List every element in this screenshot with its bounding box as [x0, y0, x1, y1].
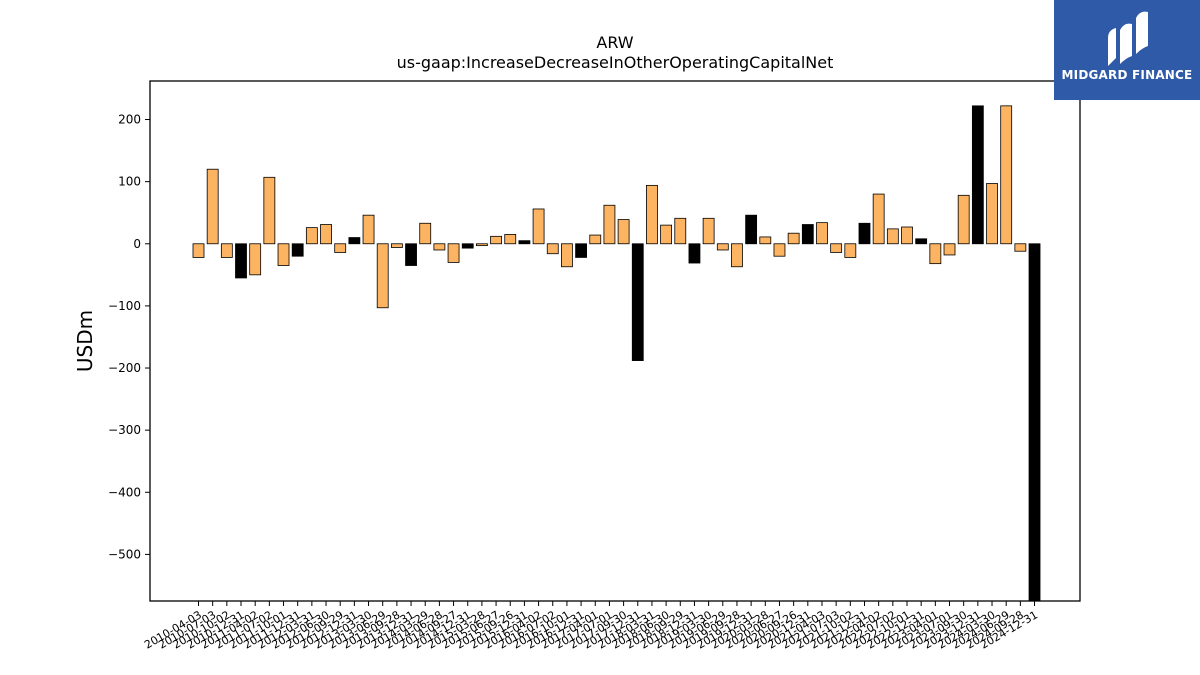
bar-2020-09-26	[787, 232, 800, 245]
bar-2019-06-29	[716, 243, 729, 251]
bar-2015-06-27	[490, 235, 502, 245]
bar-2010-10-02	[220, 243, 233, 258]
bar-2015-12-31	[518, 240, 531, 245]
bar-2014-06-28	[433, 243, 446, 251]
y-tick-label: −200	[108, 361, 141, 375]
x-axis: 2010-04-032010-07-032010-10-022010-12-31…	[142, 601, 1040, 652]
bar-2014-03-29	[419, 222, 432, 245]
y-tick-label: −500	[108, 547, 141, 561]
bar-2012-03-31	[305, 227, 318, 245]
bar-2022-12-31	[915, 238, 928, 245]
bar-2018-12-31	[688, 243, 701, 264]
y-tick-label: 100	[118, 175, 141, 189]
bar-2021-10-02	[844, 243, 857, 258]
y-tick-label: 0	[133, 237, 141, 251]
bar-2023-04-01	[929, 243, 942, 265]
bar-2010-07-03	[206, 168, 219, 245]
bar-2018-06-30	[660, 224, 673, 245]
midgard-logo-icon	[1108, 11, 1148, 66]
bar-2010-04-03	[192, 243, 205, 258]
bar-2024-09-28	[1014, 243, 1027, 252]
bar-2012-06-30	[320, 224, 332, 245]
y-tick-label: −400	[108, 485, 141, 499]
bar-2023-12-31	[971, 105, 984, 245]
bar-2016-07-02	[546, 243, 559, 255]
bar-2013-09-28	[390, 243, 403, 248]
bar-2018-03-31	[646, 184, 658, 245]
chart-subtitle: us-gaap:IncreaseDecreaseInOtherOperating…	[397, 53, 834, 72]
bar-2015-03-28	[475, 243, 488, 247]
midgard-finance-logo: MIDGARD FINANCE	[1054, 0, 1200, 100]
bar-2012-12-31	[348, 237, 361, 245]
bar-2016-04-02	[532, 208, 545, 245]
bar-2014-12-31	[461, 243, 474, 249]
bar-2019-12-31	[745, 214, 758, 245]
bar-2016-10-01	[561, 243, 573, 268]
bar-2017-12-31	[631, 243, 644, 361]
bar-2019-09-28	[731, 243, 743, 268]
bar-2021-12-31	[858, 222, 871, 245]
bar-2024-03-30	[986, 183, 998, 245]
bar-2011-10-01	[277, 243, 290, 266]
bar-2012-09-29	[334, 243, 347, 253]
bar-2022-04-02	[872, 193, 885, 245]
bar-2017-04-01	[589, 234, 602, 245]
bar-2011-04-02	[249, 243, 262, 276]
bar-2010-12-31	[235, 243, 247, 279]
bar-2020-12-31	[801, 224, 814, 245]
bar-2018-09-29	[674, 217, 687, 245]
chart-title: ARW	[596, 33, 633, 52]
y-tick-label: −100	[108, 299, 141, 313]
bar-2011-12-31	[291, 243, 304, 257]
logo-text: MIDGARD FINANCE	[1061, 68, 1193, 82]
bar-2015-09-26	[504, 234, 517, 245]
plot-frame	[149, 80, 1081, 602]
bar-2024-12-31	[1028, 243, 1041, 602]
bar-2021-04-03	[816, 222, 828, 245]
bar-2020-03-28	[759, 236, 772, 245]
bar-2023-09-30	[957, 194, 970, 245]
bar-2023-07-01	[943, 243, 956, 256]
bar-2022-07-02	[886, 228, 899, 245]
bar-2014-09-27	[447, 243, 460, 263]
bar-2013-03-30	[362, 214, 375, 245]
y-tick-label: −300	[108, 423, 141, 437]
bar-2017-07-01	[603, 204, 616, 245]
bar-2016-12-31	[575, 243, 587, 258]
bar-2024-06-29	[1000, 105, 1013, 245]
bar-2020-06-27	[773, 243, 786, 257]
bar-2019-03-30	[702, 217, 715, 245]
y-axis-label: USDm	[73, 310, 97, 372]
y-axis: 200 100 0 −100 −200 −300 −400 −500	[108, 113, 150, 561]
bar-2021-07-03	[830, 243, 843, 253]
bar-2022-10-01	[901, 226, 913, 245]
bar-2017-09-30	[617, 219, 630, 245]
bar-2011-07-02	[263, 176, 276, 245]
bar-series	[192, 105, 1041, 602]
bar-2013-12-31	[405, 243, 417, 266]
bar-2013-06-29	[376, 243, 389, 309]
y-tick-label: 200	[118, 113, 141, 127]
